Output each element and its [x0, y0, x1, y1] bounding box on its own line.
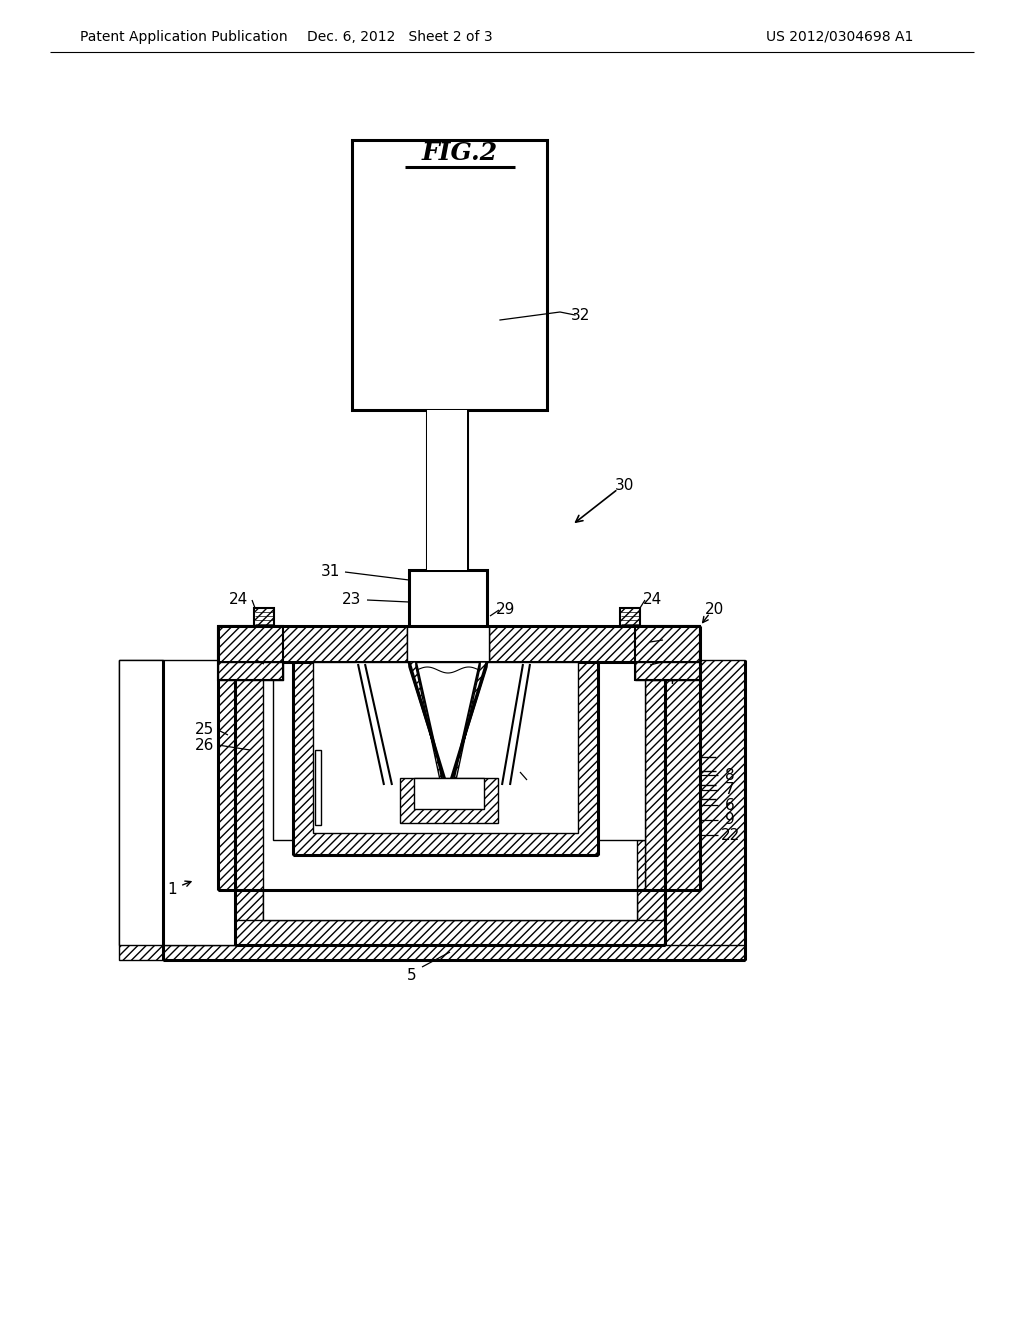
Bar [635, 663, 700, 680]
Bar [119, 660, 234, 945]
Bar [400, 777, 498, 822]
Bar [352, 140, 547, 411]
Text: 33: 33 [444, 814, 464, 829]
Text: 6: 6 [725, 797, 735, 813]
Text: 35: 35 [232, 652, 252, 668]
Text: 25: 25 [196, 722, 215, 738]
Text: 23: 23 [342, 593, 361, 607]
Text: 7: 7 [725, 783, 735, 797]
Text: 26: 26 [196, 738, 215, 752]
Bar [637, 660, 745, 960]
Bar [620, 609, 640, 626]
Text: 31: 31 [321, 565, 340, 579]
Text: US 2012/0304698 A1: US 2012/0304698 A1 [766, 30, 913, 44]
Text: 36: 36 [413, 814, 432, 829]
Bar [218, 663, 273, 890]
Text: FIG.2: FIG.2 [422, 141, 498, 165]
Text: 4: 4 [666, 672, 675, 688]
Bar [489, 626, 700, 663]
Text: 24: 24 [228, 593, 248, 607]
Text: 24: 24 [642, 593, 662, 607]
Text: 21: 21 [663, 632, 682, 648]
Text: 20: 20 [706, 602, 725, 618]
Text: 21: 21 [663, 655, 682, 669]
Bar [427, 411, 467, 570]
Text: 22: 22 [720, 828, 739, 842]
Bar [427, 411, 467, 570]
Text: Patent Application Publication: Patent Application Publication [80, 30, 288, 44]
Bar [218, 626, 407, 663]
Text: 1: 1 [167, 883, 177, 898]
Text: Dec. 6, 2012   Sheet 2 of 3: Dec. 6, 2012 Sheet 2 of 3 [307, 30, 493, 44]
Bar [263, 660, 637, 920]
Bar [315, 750, 321, 825]
Bar [414, 777, 484, 809]
Bar [637, 660, 665, 945]
Text: 35: 35 [524, 772, 544, 788]
Bar [234, 920, 665, 945]
Bar [119, 660, 163, 960]
Text: 5: 5 [408, 968, 417, 982]
Bar [273, 840, 645, 890]
Text: 29: 29 [497, 602, 516, 618]
Text: 8: 8 [725, 767, 735, 783]
Bar [407, 626, 489, 663]
Bar [409, 570, 487, 630]
Bar [293, 663, 598, 855]
Polygon shape [409, 663, 449, 789]
Bar [273, 663, 645, 840]
Bar [163, 945, 745, 960]
Bar [254, 609, 274, 626]
Bar [313, 663, 578, 833]
Bar [645, 663, 700, 890]
Bar [218, 626, 283, 680]
Bar [635, 626, 700, 680]
Text: 30: 30 [615, 478, 635, 492]
Bar [234, 660, 263, 945]
Text: 9: 9 [725, 813, 735, 828]
Polygon shape [449, 663, 487, 789]
Text: 32: 32 [570, 308, 590, 322]
Bar [218, 663, 283, 680]
